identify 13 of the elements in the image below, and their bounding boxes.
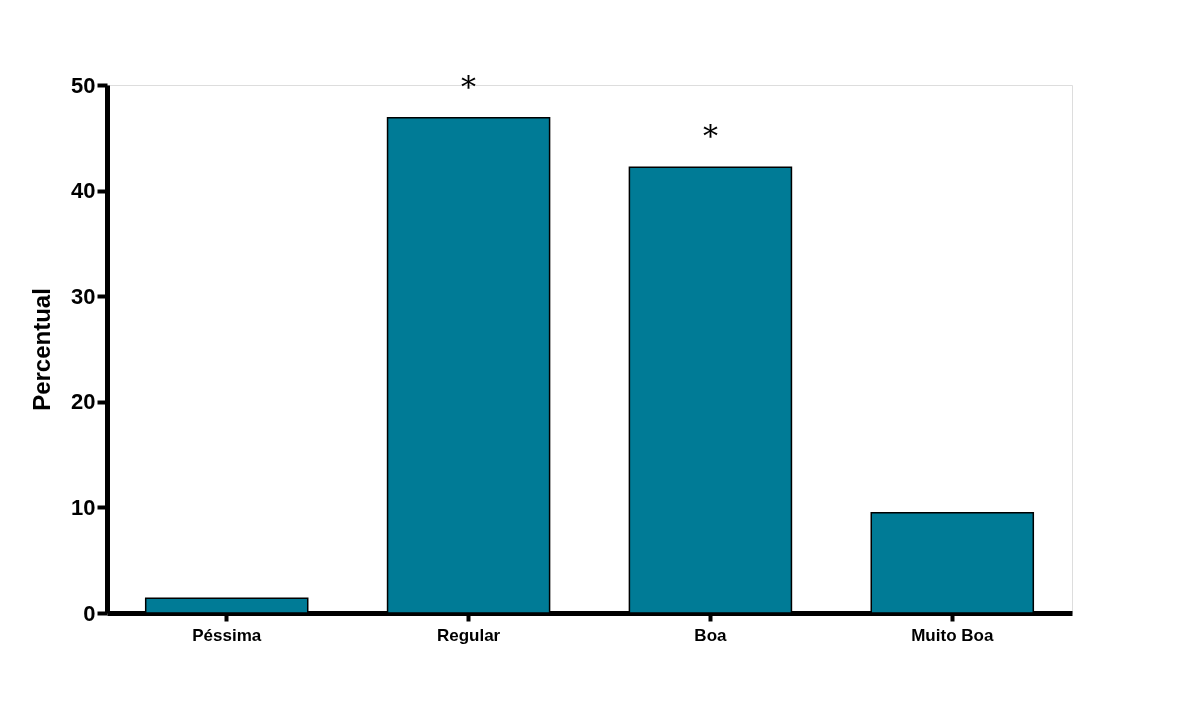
x-tick-label: Muito Boa [911, 625, 994, 645]
x-tick-label: Péssima [192, 625, 262, 645]
x-tick-label: Boa [694, 625, 728, 645]
y-tick-label: 50 [71, 72, 96, 98]
x-tick-label: Regular [436, 625, 501, 645]
annotation: * [702, 118, 718, 154]
y-tick-label: 40 [71, 178, 96, 204]
annotation: * [461, 68, 477, 104]
y-tick-label: 30 [71, 283, 96, 309]
y-tick-label: 20 [71, 389, 96, 415]
y-tick-label: 10 [71, 494, 96, 520]
y-axis-title: Percentual [28, 288, 56, 411]
y-tick-label: 0 [83, 600, 96, 626]
